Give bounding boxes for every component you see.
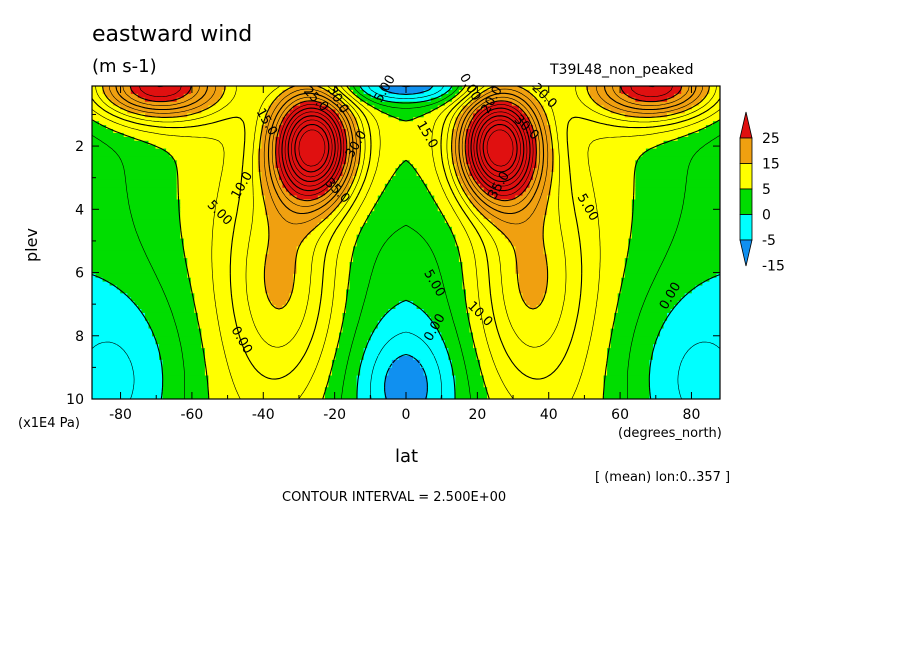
legend-label: 15 bbox=[762, 157, 780, 173]
contour-line bbox=[287, 115, 525, 183]
color-legend: 25 15 5 0 -5 -15 bbox=[739, 111, 785, 275]
x-tick-label: 0 bbox=[402, 407, 411, 423]
chart-units: (m s-1) bbox=[92, 56, 157, 77]
filled-contours bbox=[92, 86, 720, 399]
y-tick-label: 4 bbox=[75, 202, 84, 218]
contour-line bbox=[95, 86, 717, 348]
y-tick-label: 8 bbox=[75, 329, 84, 345]
chart-title: eastward wind bbox=[92, 22, 253, 47]
x-tick-label: -40 bbox=[252, 407, 275, 423]
x-axis-label: lat bbox=[395, 446, 419, 467]
legend-swatch bbox=[739, 188, 753, 215]
x-tick-label: -80 bbox=[109, 407, 132, 423]
x-tick-label: -20 bbox=[323, 407, 346, 423]
region-note: [ (mean) lon:0..357 ] bbox=[595, 470, 731, 485]
contour-line bbox=[109, 86, 703, 225]
contour-line bbox=[284, 111, 528, 187]
legend-swatch bbox=[739, 163, 753, 190]
x-tick-label: 40 bbox=[540, 407, 558, 423]
contour-line bbox=[92, 86, 720, 399]
legend-label: -5 bbox=[762, 233, 776, 249]
legend-label: -15 bbox=[762, 259, 785, 275]
legend-swatch bbox=[739, 137, 753, 164]
y-axis: 2 4 6 8 10 bbox=[66, 113, 720, 408]
contour-lines bbox=[92, 86, 720, 399]
x-axis: -80 -60 -40 -20 0 20 40 60 80 bbox=[109, 86, 700, 423]
contour-line bbox=[122, 86, 690, 207]
legend-label: 5 bbox=[762, 182, 771, 198]
contour-line bbox=[92, 86, 720, 399]
x-tick-label: 60 bbox=[611, 407, 629, 423]
x-axis-units: (degrees_north) bbox=[618, 426, 722, 441]
contour-line bbox=[139, 86, 673, 196]
contour-line bbox=[115, 86, 697, 215]
x-tick-label: -60 bbox=[180, 407, 203, 423]
y-tick-label: 6 bbox=[75, 266, 84, 282]
legend-arrow-bottom bbox=[739, 239, 753, 267]
run-name: T39L48_non_peaked bbox=[550, 62, 694, 78]
contour-line bbox=[129, 86, 683, 202]
x-tick-label: 20 bbox=[468, 407, 486, 423]
contour-interval: CONTOUR INTERVAL = 2.500E+00 bbox=[282, 490, 507, 505]
contour-line bbox=[294, 123, 518, 173]
legend-label: 25 bbox=[762, 131, 780, 147]
y-axis-label: plev bbox=[22, 228, 41, 262]
contour-line bbox=[378, 86, 434, 399]
y-tick-label: 10 bbox=[66, 392, 84, 408]
y-tick-label: 2 bbox=[75, 139, 84, 155]
legend-swatch bbox=[739, 214, 753, 241]
y-axis-units: (x1E4 Pa) bbox=[18, 416, 80, 431]
contour-line bbox=[291, 119, 521, 178]
x-tick-label: 80 bbox=[683, 407, 701, 423]
legend-arrow-top bbox=[739, 111, 753, 139]
legend-label: 0 bbox=[762, 208, 771, 224]
contour-line bbox=[92, 86, 720, 399]
contour-line bbox=[298, 129, 514, 167]
